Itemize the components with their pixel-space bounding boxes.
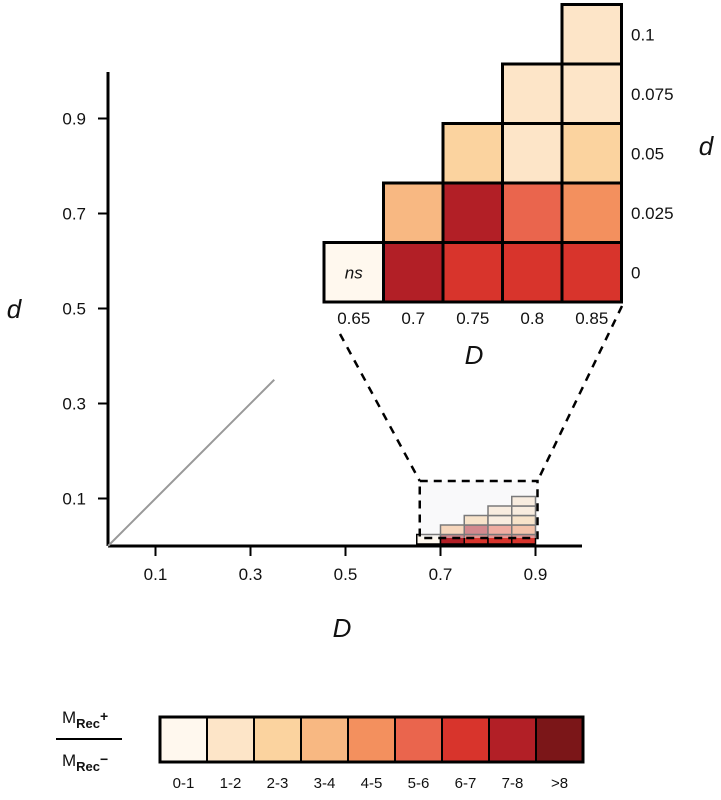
zoom-connector-left [338, 333, 421, 482]
zoom-region-box [418, 479, 539, 540]
y-axis-label: d [7, 294, 23, 324]
colorbar-swatch [206, 716, 255, 763]
colorbar-bin-label: 7-8 [502, 775, 524, 792]
colorbar-bin-label: 6-7 [455, 775, 477, 792]
inset-x-axis-label: D [465, 340, 484, 370]
inset-y-tick-label: 0.05 [631, 144, 664, 163]
diagonal-line [107, 379, 275, 547]
x-tick-label: 0.7 [429, 565, 453, 584]
colorbar-bin-label: 1-2 [220, 775, 242, 792]
x-axis-label: D [333, 613, 352, 643]
inset-heatmap-cell [501, 122, 564, 185]
inset-heatmap-cell [441, 241, 504, 304]
colorbar-swatch [535, 716, 584, 763]
main-axes: 0.1 0.3 0.5 0.7 0.9 0.1 0.3 0.5 0.7 0.9 Dd [7, 72, 582, 643]
inset-heatmap-cell [441, 122, 504, 185]
inset-heatmap: ns 0.65 0.7 0.75 0.8 0.85 0 0.025 0.05 0.075 0.1 Dd [322, 3, 715, 370]
inset-heatmap-cell [501, 181, 564, 244]
zoom-connector-right [536, 305, 624, 482]
inset-y-tick-label: 0.075 [631, 85, 674, 104]
inset-heatmap-cell [560, 122, 623, 185]
inset-y-axis-label: d [699, 131, 715, 161]
inset-y-tick-label: 0.025 [631, 204, 674, 223]
inset-heatmap-cell [322, 241, 385, 304]
colorbar-swatch [347, 716, 396, 763]
colorbar-frame [158, 715, 585, 764]
inset-heatmap-cell [501, 241, 564, 304]
x-tick-label: 0.3 [239, 565, 263, 584]
inset-heatmap-cell [501, 62, 564, 125]
inset-heatmap-cell [382, 241, 445, 304]
inset-heatmap-cell [560, 241, 623, 304]
x-tick-label: 0.1 [144, 565, 168, 584]
y-tick-label: 0.9 [62, 110, 86, 129]
y-tick-label: 0.1 [62, 490, 86, 509]
inset-cell-label: ns [345, 263, 363, 282]
inset-x-tick-label: 0.8 [520, 309, 544, 328]
inset-heatmap-cell [560, 62, 623, 125]
colorbar-legend: 0-1 1-2 2-3 3-4 4-5 5-6 6-7 7-8 >8 MRec+ MRec− [56, 708, 585, 792]
colorbar-swatch [159, 716, 208, 763]
colorbar-bin-label: 2-3 [267, 775, 289, 792]
inset-x-tick-label: 0.65 [337, 309, 370, 328]
y-tick-label: 0.3 [62, 395, 86, 414]
colorbar-bin-label: >8 [551, 775, 568, 792]
x-tick-label: 0.9 [524, 565, 548, 584]
colorbar-bin-label: 3-4 [314, 775, 336, 792]
colorbar-bin-label: 4-5 [361, 775, 383, 792]
colorbar-swatch [488, 716, 537, 763]
inset-heatmap-cell [560, 181, 623, 244]
y-tick-label: 0.5 [62, 300, 86, 319]
colorbar-swatch [253, 716, 302, 763]
inset-heatmap-cell [382, 181, 445, 244]
inset-x-tick-label: 0.85 [575, 309, 608, 328]
colorbar-bin-label: 5-6 [408, 775, 430, 792]
inset-heatmap-cell [441, 181, 504, 244]
colorbar-swatch [394, 716, 443, 763]
zoom-connector-lines [338, 305, 624, 482]
colorbar-numerator-label: MRec+ [62, 708, 108, 731]
x-tick-label: 0.5 [334, 565, 358, 584]
inset-heatmap-cell [560, 3, 623, 66]
inset-x-tick-label: 0.7 [401, 309, 425, 328]
y-tick-label: 0.7 [62, 205, 86, 224]
colorbar-swatch [300, 716, 349, 763]
colorbar-bin-label: 0-1 [173, 775, 195, 792]
inset-x-tick-label: 0.75 [456, 309, 489, 328]
colorbar-denominator-label: MRec− [62, 751, 108, 774]
inset-y-tick-label: 0 [631, 263, 640, 282]
colorbar-swatch [441, 716, 490, 763]
inset-y-tick-label: 0.1 [631, 25, 655, 44]
